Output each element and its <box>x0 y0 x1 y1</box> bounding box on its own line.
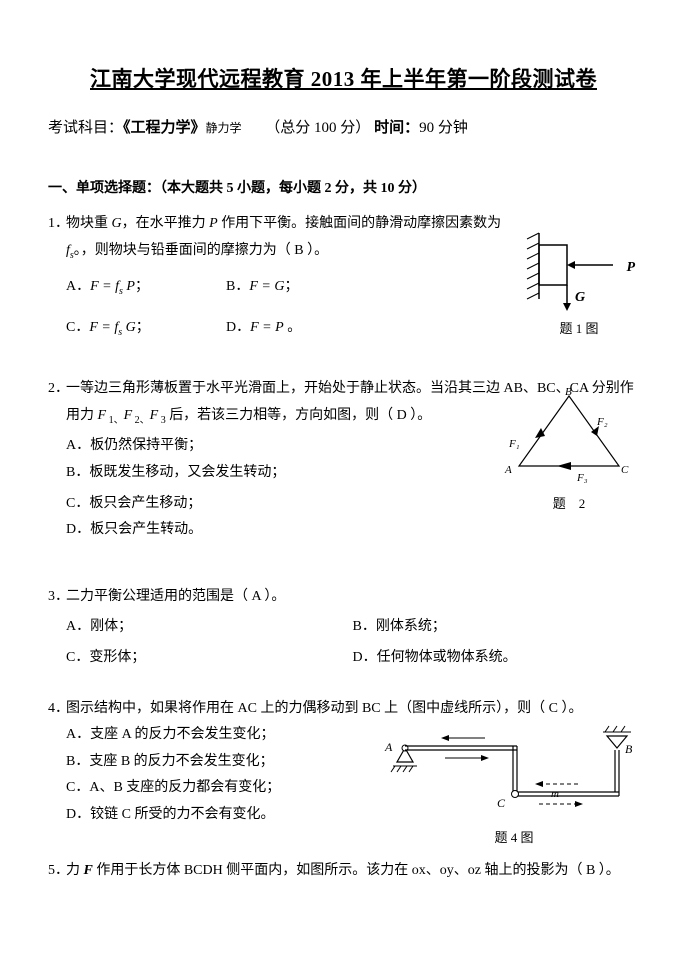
q4-fig-A: A <box>385 736 392 759</box>
q3-stem: 二力平衡公理适用的范围是（ A ）。 <box>48 584 639 611</box>
exam-info: 考试科目：《工程力学》静力学 （总分 100 分） 时间：90 分钟 <box>48 114 639 143</box>
q1-d-end: 。 <box>284 320 302 335</box>
q2-figure-caption: 题 2 <box>499 492 639 517</box>
subject-book: 《工程力学》 <box>123 120 206 136</box>
q1-fig-G: G <box>575 285 585 312</box>
q4-fig-C: C <box>497 792 505 815</box>
q1-a-end: ； <box>135 279 149 294</box>
q1-b-formula: F = G <box>249 279 284 294</box>
q4-option-b: B．支座 B 的反力不会发生变化； <box>48 749 308 776</box>
q2-2: 2、 <box>132 414 150 425</box>
q4-figure: A B C m 题 4 图 <box>389 722 639 851</box>
q5-number: 5． <box>48 858 69 885</box>
subject-sub: 静力学 <box>206 121 242 135</box>
q5-F: F <box>84 863 93 878</box>
q4-option-d: D．铰链 C 所受的力不会有变化。 <box>48 802 308 829</box>
q1-option-a: A．F = fs P； <box>66 274 226 301</box>
q3-option-d: D．任何物体或物体系统。 <box>353 645 640 672</box>
time-value: 90 分钟 <box>419 120 468 136</box>
q2-fig-B: B <box>565 382 572 403</box>
question-1: 1． 物块重 G，在水平推力 P 作用下平衡。接触面间的静滑动摩擦因素数为 fs… <box>48 211 639 342</box>
q4-stem: 图示结构中，如果将作用在 AC 上的力偶移动到 BC 上（图中虚线所示），则（ … <box>48 696 639 723</box>
q3-option-c: C．变形体； <box>66 645 353 672</box>
q3-number: 3． <box>48 584 69 611</box>
q1-number: 1． <box>48 211 69 238</box>
q1-d-formula: F = P <box>250 320 284 335</box>
q2-figure: B F₂ F₁ A C F₃ 题 2 <box>499 388 639 517</box>
q1-c-label: C． <box>66 320 89 335</box>
q2-option-c: C．板只会产生移动； <box>66 491 246 518</box>
q1-d-label: D． <box>226 320 250 335</box>
q2-fig-F1: F₁ <box>509 434 520 455</box>
q4-fig-m: m <box>551 784 559 805</box>
q2-3: 3 <box>158 414 166 425</box>
q1-text4: 。，则物块与铅垂面间的摩擦力为（ B ）。 <box>74 243 328 258</box>
q2-1: 1、 <box>106 414 124 425</box>
q2-number: 2． <box>48 376 69 403</box>
q5-text-b: 作用于长方体 BCDH 侧平面内，如图所示。该力在 ox、oy、oz 轴上的投影… <box>93 863 620 878</box>
q2-fig-F3: F₃ <box>577 468 588 489</box>
q1-c-formula: F = f <box>89 320 118 335</box>
page-title: 江南大学现代远程教育 2013 年上半年第一阶段测试卷 <box>48 60 639 100</box>
q1-text2: ，在水平推力 <box>122 216 210 231</box>
q4-fig-B: B <box>625 738 632 761</box>
q2-F3: F <box>150 408 159 423</box>
q4-option-a: A．支座 A 的反力不会发生变化； <box>48 722 308 749</box>
q1-figure: P G 题 1 图 <box>519 227 639 342</box>
q3-option-b: B．刚体系统； <box>353 614 640 641</box>
question-3: 3． 二力平衡公理适用的范围是（ A ）。 A．刚体； B．刚体系统； C．变形… <box>48 584 639 672</box>
q1-c-end: ； <box>136 320 150 335</box>
q1-P: P <box>209 216 218 231</box>
q4-diagram-svg <box>389 722 639 822</box>
time-label: 时间： <box>374 120 419 136</box>
q1-option-c: C．F = fs G； <box>66 315 226 342</box>
q2-option-b: B．板既发生移动，又会发生转动； <box>66 460 306 487</box>
q1-b-label: B． <box>226 279 249 294</box>
q1-figure-caption: 题 1 图 <box>519 317 639 342</box>
question-4: 4． 图示结构中，如果将作用在 AC 上的力偶移动到 BC 上（图中虚线所示），… <box>48 696 639 829</box>
q4-figure-caption: 题 4 图 <box>389 826 639 851</box>
question-5: 5． 力 F 作用于长方体 BCDH 侧平面内，如图所示。该力在 ox、oy、o… <box>48 858 639 885</box>
subject-label: 考试科目： <box>48 120 123 136</box>
q2-fig-A: A <box>505 460 512 481</box>
section-1-heading: 一、单项选择题：（本大题共 5 小题，每小题 2 分，共 10 分） <box>48 176 639 203</box>
q1-text3: 作用下平衡。接触面间的静滑动摩擦因素数为 <box>218 216 502 231</box>
q1-c-g: G <box>122 320 136 335</box>
q1-G: G <box>112 216 122 231</box>
q1-b-end: ； <box>284 279 298 294</box>
q1-a-formula: F = f <box>90 279 119 294</box>
q2-fig-F2: F₂ <box>597 412 608 433</box>
q1-option-b: B．F = G； <box>226 274 386 301</box>
q4-option-c: C．A、B 支座的反力都会有变化； <box>48 775 308 802</box>
q2-fig-C: C <box>621 460 628 481</box>
q2-text-a: 用力 <box>66 408 98 423</box>
q1-option-d: D．F = P 。 <box>226 315 386 342</box>
q1-text: 物块重 <box>66 216 112 231</box>
q2-option-a: A．板仍然保持平衡； <box>66 433 246 460</box>
question-2: 2． 一等边三角形薄板置于水平光滑面上，开始处于静止状态。当沿其三边 AB、BC… <box>48 376 639 544</box>
q1-a-p: P <box>123 279 135 294</box>
q2-option-d: D．板只会产生转动。 <box>66 517 306 544</box>
q1-fig-P: P <box>626 255 635 282</box>
q1-a-label: A． <box>66 279 90 294</box>
q3-option-a: A．刚体； <box>66 614 353 641</box>
q2-text-b: 后，若该三力相等，方向如图，则（ D ）。 <box>166 408 432 423</box>
q4-number: 4． <box>48 696 69 723</box>
total-score: （总分 100 分） <box>265 120 370 136</box>
q2-F2: F <box>124 408 133 423</box>
q2-F1: F <box>98 408 107 423</box>
